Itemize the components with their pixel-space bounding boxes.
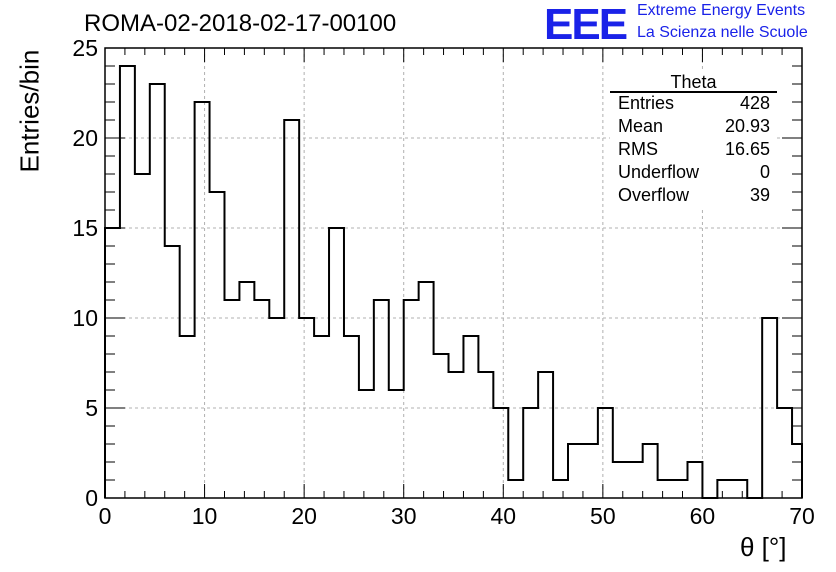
logo-line-1: Extreme Energy Events: [637, 2, 806, 19]
y-tick-label: 5: [85, 395, 98, 421]
stats-value: 39: [749, 185, 770, 205]
x-tick-label: 30: [391, 503, 417, 529]
x-tick-label: 20: [291, 503, 317, 529]
stats-title: Theta: [670, 72, 717, 92]
stats-label: Underflow: [618, 162, 700, 182]
y-tick-label: 25: [72, 35, 98, 61]
stats-row-overflow: Overflow 39: [618, 185, 770, 206]
y-tick-label: 0: [85, 485, 98, 511]
plot-frame: [104, 47, 803, 499]
eee-logo: EEE: [544, 0, 628, 49]
tick-labels: 0 10 20 30 40 50 60 70 0 5 10 15 20 25: [72, 35, 814, 529]
y-tick-label: 20: [72, 125, 98, 151]
histogram-outline: [104, 65, 803, 499]
stats-row-entries: Entries 428: [618, 93, 770, 114]
x-tick-label: 70: [789, 503, 815, 529]
stats-row-mean: Mean 20.93: [618, 116, 770, 137]
y-tick-label: 15: [72, 215, 98, 241]
stats-row-rms: RMS 16.65: [618, 139, 770, 160]
stats-label: Entries: [618, 93, 675, 113]
stats-value: 0: [759, 162, 770, 182]
stats-value: 20.93: [724, 116, 770, 136]
stats-row-underflow: Underflow 0: [618, 162, 770, 183]
x-tick-label: 40: [490, 503, 516, 529]
chart-title: ROMA-02-2018-02-17-00100: [84, 10, 397, 37]
x-tick-label: 10: [192, 503, 218, 529]
stats-label: Mean: [618, 116, 664, 136]
stats-label: Overflow: [618, 185, 690, 205]
x-tick-label: 60: [690, 503, 716, 529]
stats-value: 428: [739, 93, 770, 113]
stats-box: [610, 70, 777, 210]
y-axis-label: Entries/bin: [14, 49, 45, 173]
y-tick-label: 10: [72, 305, 98, 331]
stats-label: RMS: [618, 139, 658, 159]
x-tick-label: 50: [590, 503, 616, 529]
x-tick-label: 0: [99, 503, 112, 529]
stats-value: 16.65: [724, 139, 770, 159]
logo-line-2: La Scienza nelle Scuole: [637, 24, 808, 41]
x-axis-label: θ [°]: [740, 532, 787, 562]
